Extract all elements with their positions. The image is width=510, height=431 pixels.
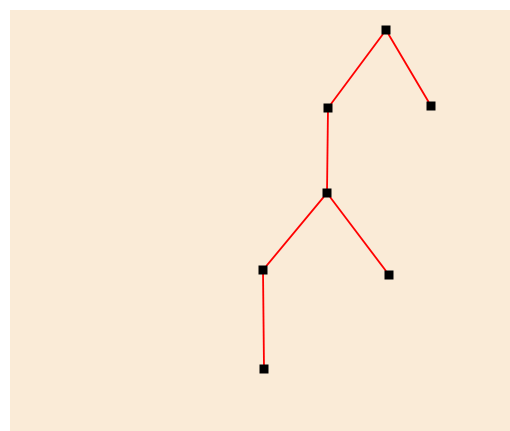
tree-diagram-canvas <box>10 10 510 431</box>
edge-n5-n7 <box>263 270 264 369</box>
node-n2[interactable] <box>324 104 333 113</box>
node-n4[interactable] <box>323 189 332 198</box>
node-n1[interactable] <box>382 26 391 35</box>
node-n7[interactable] <box>260 365 269 374</box>
node-n3[interactable] <box>427 102 436 111</box>
node-n5[interactable] <box>259 266 268 275</box>
edge-n2-n4 <box>327 108 328 193</box>
node-n6[interactable] <box>385 271 394 280</box>
